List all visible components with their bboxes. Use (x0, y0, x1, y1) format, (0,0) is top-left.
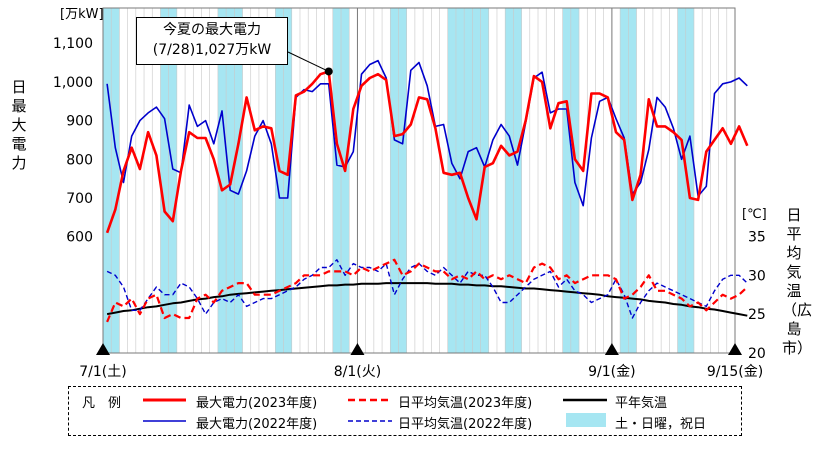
y1-tick-label: 600 (66, 230, 93, 246)
holiday-band (390, 8, 399, 353)
x-tick-marker (350, 343, 365, 355)
legend-label-normal-temp: 平年気温 (615, 396, 668, 411)
legend-label-power-2022: 最大電力(2022年度) (196, 417, 318, 432)
series-line-5 (106, 282, 748, 317)
holiday-band (283, 8, 292, 353)
y1-title-char: 電 (11, 135, 27, 153)
y1-title-char: 力 (11, 154, 27, 172)
holiday-band (628, 8, 637, 353)
callout-line1: 今夏の最大電力 (163, 22, 261, 38)
y2-title-char: 均 (786, 244, 802, 262)
x-tick-label: 8/1(火) (334, 364, 381, 380)
holiday-band (234, 8, 243, 353)
labels-layer: [万kW] 600 700 800 900 1,000 1,100 [℃] 20 25 30 35 7/… (53, 7, 767, 380)
x-tick-marker (96, 343, 110, 355)
holiday-band (455, 8, 465, 353)
y2-tick-label: 30 (748, 268, 766, 284)
peak-callout: 今夏の最大電力 (7/28)1,027万kW (136, 17, 288, 65)
holiday-band (111, 8, 120, 353)
x-tick-label: 9/1(金) (588, 364, 635, 380)
y1-tick-label: 700 (66, 191, 93, 207)
y2-title-char: 島 (786, 320, 802, 338)
callout-dot (324, 67, 333, 76)
series-line-1 (105, 70, 749, 234)
holiday-band (562, 8, 571, 353)
legend-label-power-2023: 最大電力(2023年度) (196, 396, 318, 411)
holiday-band (480, 8, 489, 353)
callout-leader (287, 51, 329, 72)
y2-title-char: 日 (786, 206, 802, 224)
axes-layer (102, 7, 736, 354)
legend-label-holiday: 土・日曜，祝日 (615, 417, 707, 432)
legend-title: 凡 例 (82, 396, 122, 411)
x-tick-label: 9/15(金) (707, 364, 763, 380)
holiday-band (685, 8, 694, 353)
y1-title-char: 最 (11, 97, 27, 115)
y2-title-char: 市） (782, 339, 813, 357)
holiday-band (472, 8, 481, 353)
x-tick-marker (728, 343, 742, 355)
y2-tick-label: 20 (748, 346, 766, 362)
holiday-band (447, 8, 456, 353)
y2-title-char: （広 (782, 301, 813, 319)
holiday-band (505, 8, 514, 353)
holiday-band (398, 8, 407, 353)
holiday-shading-layer (103, 8, 694, 353)
legend-swatch-holiday (566, 413, 606, 427)
holiday-band (677, 8, 686, 353)
y1-tick-label: 1,100 (53, 36, 93, 52)
y2-axis-title: 日 平 均 気 温 （広 島 市） (782, 206, 813, 358)
holiday-band (160, 8, 169, 353)
legend-label-temp-2023: 日平均気温(2023年度) (398, 396, 533, 411)
x-tick-label: 7/1(土) (79, 364, 126, 380)
holiday-band (168, 8, 177, 353)
y2-unit-label: [℃] (742, 207, 767, 222)
series-line-3 (106, 258, 749, 323)
holiday-band (513, 8, 522, 353)
y1-tick-label: 800 (66, 152, 93, 168)
y1-title-char: 大 (11, 116, 27, 134)
x-tick-marker (604, 343, 619, 355)
legend-box (68, 386, 742, 436)
y2-tick-label: 25 (748, 307, 766, 323)
series-line-4 (106, 259, 748, 319)
y2-title-char: 気 (786, 263, 802, 281)
legend-layer (143, 398, 607, 427)
holiday-band (103, 8, 112, 353)
holiday-band (341, 8, 350, 353)
holiday-band (464, 8, 473, 353)
series-layer (105, 59, 749, 323)
series-line-2 (106, 59, 748, 207)
y1-title-char: 日 (11, 78, 27, 96)
holiday-band (217, 8, 227, 353)
legend-label-temp-2022: 日平均気温(2022年度) (398, 417, 533, 432)
holiday-band (275, 8, 284, 353)
y2-title-char: 温 (786, 282, 802, 300)
y1-unit-label: [万kW] (60, 7, 104, 22)
holiday-band (332, 8, 342, 353)
callout-line2: (7/28)1,027万kW (152, 42, 272, 58)
y1-axis-title: 日 最 大 電 力 (10, 78, 28, 173)
y2-tick-label: 35 (748, 229, 766, 245)
y1-tick-label: 900 (66, 114, 93, 130)
y1-tick-label: 1,000 (53, 75, 93, 91)
holiday-band (620, 8, 629, 353)
y2-title-char: 平 (786, 225, 802, 243)
plot-frame (102, 7, 736, 354)
